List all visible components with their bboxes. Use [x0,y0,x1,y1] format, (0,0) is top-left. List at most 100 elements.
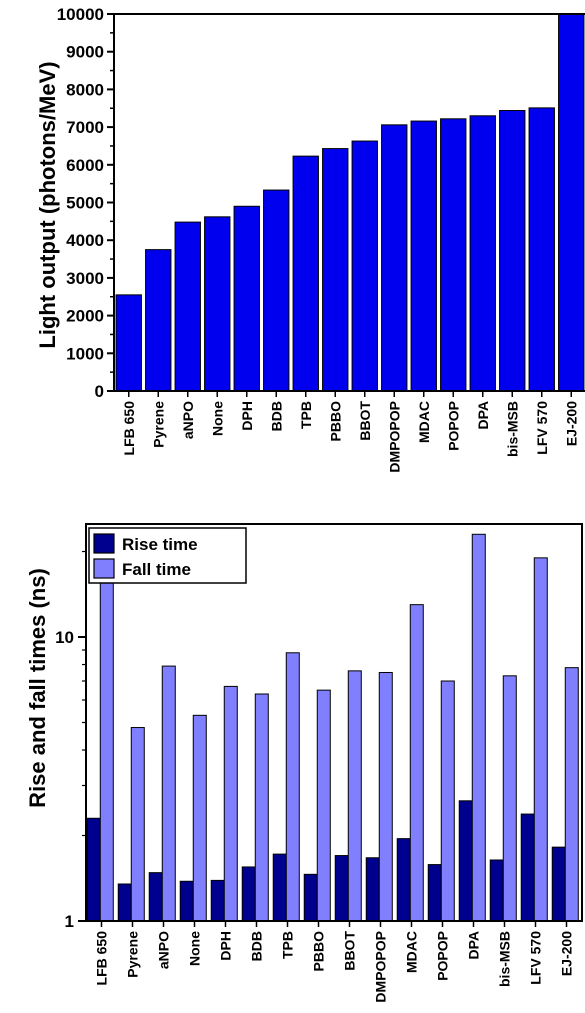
rise-time-bar-7 [303,873,318,922]
light-output-category-2: aNPO [180,401,196,439]
rise-time-bar-10 [396,838,411,922]
fall-time-bar-15 [564,667,579,922]
legend-swatch-fall [93,558,115,579]
rise-time-bar-8 [334,855,349,922]
light-output-ytick-label-4: 4000 [66,231,104,250]
light-output-bar-14 [528,107,555,392]
light-output-category-14: LFV 570 [534,401,550,455]
light-output-category-10: MDAC [416,401,432,443]
fall-time-bar-2 [161,665,176,922]
light-output-category-9: DMPOPOP [386,401,402,473]
rise-time-bar-4 [210,879,225,922]
rise-fall-category-13: bis-MSB [497,931,513,987]
light-output-category-1: Pyrene [150,401,166,448]
fall-time-bar-6 [285,652,300,922]
light-output-category-4: DPH [239,401,255,431]
light-output-plot-frame [113,13,585,392]
light-output-ytick-label-0: 0 [95,382,104,401]
rise-fall-ylabel: Rise and fall times (ns) [25,568,50,808]
legend-label-fall: Fall time [122,560,191,579]
fall-time-bar-7 [316,689,331,922]
light-output-category-7: PBBO [327,401,343,442]
light-output-category-15: EJ-200 [563,401,579,446]
rise-fall-category-6: TPB [280,931,296,959]
legend: Rise time Fall time [88,527,247,584]
rise-time-bar-12 [458,800,473,922]
rise-fall-category-14: LFV 570 [528,931,544,985]
light-output-chart: Light output (photons/MeV) 0 1000 2000 3000… [35,5,585,473]
rise-fall-plot-frame [85,523,583,922]
light-output-bar-12 [469,115,496,392]
light-output-ytick-label-2: 2000 [66,307,104,326]
rise-fall-chart: Rise and fall times (ns) 1 10 LFB 650 Pyre… [25,523,583,1003]
light-output-ytick-label-5: 5000 [66,194,104,213]
fall-time-bar-13 [502,675,517,922]
legend-swatch-rise [93,533,115,554]
rise-time-bar-5 [241,866,256,922]
rise-time-bar-13 [489,859,504,922]
light-output-bar-5 [263,189,290,392]
fall-time-bar-4 [223,685,238,922]
rise-time-bar-9 [365,857,380,922]
light-output-category-12: DPA [475,401,491,430]
fall-time-bar-12 [471,533,486,922]
fall-time-bar-9 [378,671,393,922]
fall-time-bar-14 [533,557,548,922]
light-output-bar-2 [174,221,201,392]
rise-fall-category-5: BDB [249,931,265,961]
light-output-ylabel: Light output (photons/MeV) [35,61,60,348]
light-output-category-8: BBOT [357,401,373,441]
rise-time-bar-11 [427,864,442,922]
light-output-category-0: LFB 650 [121,401,137,456]
rise-fall-category-3: None [187,931,203,966]
rise-fall-category-2: aNPO [156,931,172,969]
rise-time-bar-2 [148,872,163,922]
fall-time-bar-1 [130,727,145,922]
rise-time-bar-15 [551,846,566,922]
fall-time-bar-8 [347,670,362,922]
light-output-bar-15 [558,13,585,392]
rise-fall-category-8: BBOT [342,931,358,971]
rise-fall-category-11: POPOP [435,931,451,981]
fall-time-bar-11 [440,680,455,922]
rise-time-bar-3 [179,880,194,922]
fall-time-bar-10 [409,604,424,922]
rise-time-bar-0 [86,817,101,922]
light-output-bar-11 [440,118,467,392]
light-output-ytick-label-10: 10000 [57,5,104,24]
light-output-ytick-label-8: 8000 [66,80,104,99]
fall-time-bar-3 [192,714,207,922]
light-output-category-3: None [209,401,225,436]
rise-time-bar-1 [117,883,132,922]
light-output-category-11: POPOP [445,401,461,451]
legend-label-rise: Rise time [122,535,198,554]
rise-fall-category-1: Pyrene [125,931,141,978]
light-output-ytick-label-9: 9000 [66,43,104,62]
light-output-bar-7 [322,148,349,392]
light-output-bar-4 [233,205,260,392]
light-output-bar-6 [292,155,319,392]
rise-fall-category-12: DPA [466,931,482,960]
rise-fall-category-15: EJ-200 [559,931,575,976]
light-output-category-5: BDB [268,401,284,431]
light-output-bar-0 [115,294,142,392]
light-output-bar-3 [204,216,231,392]
light-output-bar-13 [499,110,526,392]
rise-fall-ytick-label-0: 1 [65,912,74,931]
light-output-bar-8 [351,140,378,392]
light-output-ytick-label-1: 1000 [66,344,104,363]
rise-fall-category-10: MDAC [404,931,420,973]
rise-fall-ytick-label-1: 10 [55,628,74,647]
light-output-ytick-label-3: 3000 [66,269,104,288]
fall-time-bar-5 [254,693,269,922]
rise-fall-category-9: DMPOPOP [373,931,389,1003]
rise-time-bar-14 [520,813,535,922]
rise-fall-category-7: PBBO [311,931,327,972]
legend-box [88,527,247,584]
rise-fall-category-0: LFB 650 [94,931,110,986]
fall-time-bar-0 [99,582,114,922]
rise-fall-category-4: DPH [218,931,234,961]
light-output-bar-1 [145,249,172,392]
light-output-bar-9 [381,124,408,392]
light-output-ytick-label-7: 7000 [66,118,104,137]
